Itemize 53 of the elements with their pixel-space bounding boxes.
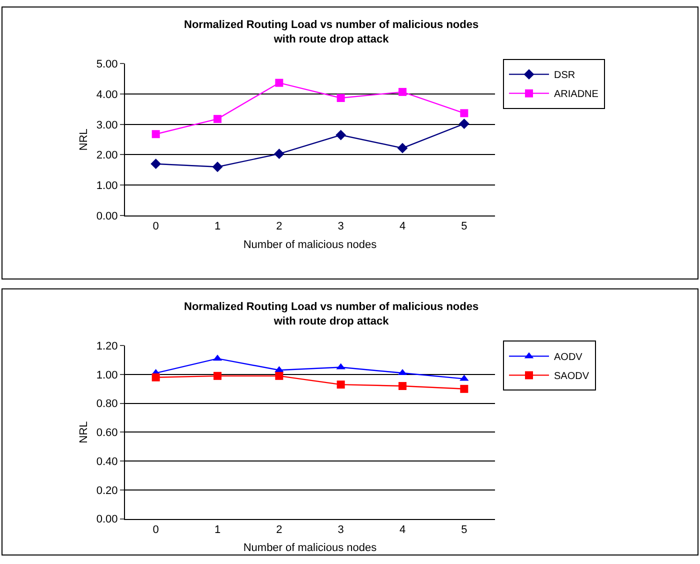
y-tick-label: 1.00 (96, 180, 118, 192)
point (398, 382, 406, 390)
point (212, 162, 223, 172)
legend-label: DSR (554, 70, 576, 82)
point (275, 78, 284, 87)
y-tick-label: 0.00 (96, 210, 118, 222)
point (274, 148, 284, 160)
chart-title: Normalized Routing Load vs number of malicious nodes with route drop attack (184, 19, 479, 46)
point (398, 88, 406, 96)
y-tick-label: 1.20 (96, 340, 118, 352)
x-tick-label: 1 (214, 524, 221, 536)
point (397, 142, 408, 154)
x-tick-label: 4 (399, 220, 406, 233)
point (336, 94, 345, 102)
x-tick-label: 0 (152, 220, 159, 233)
x-tick-label: 4 (399, 524, 406, 536)
point (275, 372, 284, 380)
point (458, 118, 470, 129)
y-tick-label: 4.00 (96, 88, 118, 101)
legend-label: SAODV (554, 371, 590, 382)
y-tick-label: 5.00 (96, 58, 118, 71)
y-tick-label: 0.60 (96, 427, 118, 440)
y-tick-label: 2.00 (96, 150, 118, 162)
legend-label: AODV (554, 352, 583, 364)
y-axis-title: NRL (78, 421, 90, 444)
point (152, 373, 160, 382)
chart-title: Normalized Routing Load vs number of malicious nodes with route drop attack (184, 301, 479, 328)
y-tick-label: 0.40 (96, 456, 118, 468)
y-tick-label: 0.20 (96, 484, 118, 497)
point (336, 380, 345, 389)
y-axis-title: NRL (78, 128, 90, 151)
x-tick-label: 1 (214, 220, 221, 233)
point (152, 130, 160, 138)
x-tick-label: 3 (338, 220, 344, 233)
point (460, 384, 468, 393)
legend-label: ARIADNE (554, 89, 599, 100)
point (150, 158, 162, 170)
point (336, 130, 346, 140)
x-tick-label: 0 (152, 524, 159, 536)
x-tick-label: 2 (276, 524, 282, 536)
point (214, 114, 222, 123)
y-tick-label: 1.00 (96, 369, 118, 382)
x-axis-title: Number of malicious nodes (243, 542, 378, 554)
x-tick-label: 3 (338, 524, 344, 536)
x-axis-title: Number of malicious nodes (243, 238, 378, 251)
x-tick-label: 2 (276, 220, 282, 233)
y-tick-label: 0.00 (96, 514, 118, 526)
x-tick-label: 5 (461, 524, 468, 536)
point (460, 109, 468, 118)
y-tick-label: 3.00 (96, 119, 118, 132)
point (214, 372, 222, 380)
y-tick-label: 0.80 (96, 398, 118, 410)
x-tick-label: 5 (461, 220, 468, 233)
